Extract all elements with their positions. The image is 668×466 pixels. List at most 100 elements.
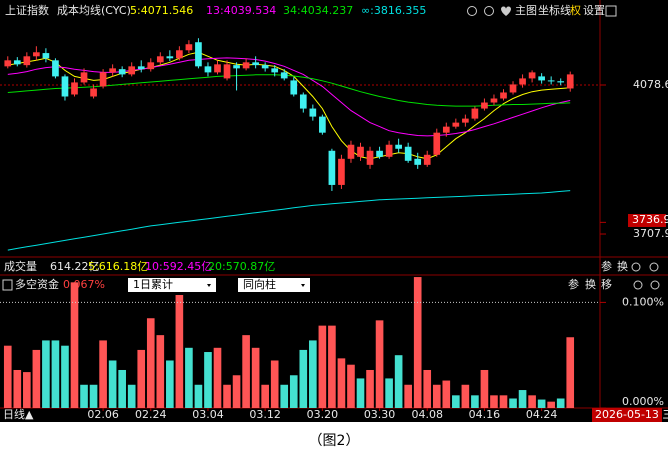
bar xyxy=(89,384,98,408)
bar xyxy=(23,372,31,408)
chart-title: 上证指数 xyxy=(5,3,49,17)
bar xyxy=(80,384,88,408)
candle-body xyxy=(261,65,269,69)
volume-average: 20:570.87亿 xyxy=(208,260,275,273)
bar xyxy=(99,340,107,408)
legend-entry: ∞:3816.355 xyxy=(361,4,426,17)
candle-body xyxy=(128,66,136,75)
zoom-in-icon[interactable] xyxy=(631,262,641,272)
bar xyxy=(461,384,470,408)
candle-body xyxy=(442,126,450,133)
toolbar-button[interactable]: 坐标线 xyxy=(538,3,571,17)
candle-body xyxy=(385,144,393,157)
bar xyxy=(185,347,193,408)
bar xyxy=(375,320,384,408)
toolbar-button[interactable]: 参 xyxy=(601,259,612,273)
zoom-out-icon[interactable] xyxy=(649,262,659,272)
dropdown[interactable] xyxy=(238,278,310,292)
candle-body xyxy=(147,62,155,70)
x-tick-label: 03.30 xyxy=(364,408,396,421)
fund-title: 多空资金 xyxy=(15,277,59,291)
dropdown[interactable] xyxy=(128,278,216,292)
date-box xyxy=(592,408,662,422)
zoom-in-icon[interactable] xyxy=(633,280,643,290)
bar xyxy=(347,364,355,408)
toolbar-button[interactable]: 权 xyxy=(570,4,581,17)
bar xyxy=(204,352,212,408)
legend-entry: 13:4039.534 xyxy=(206,4,276,17)
candle-body xyxy=(338,158,345,185)
candle-body xyxy=(319,116,326,133)
bar xyxy=(566,337,575,408)
bar xyxy=(51,340,60,408)
bar xyxy=(309,340,317,408)
x-tick-label: 04.08 xyxy=(411,408,443,421)
bar xyxy=(452,395,460,408)
candle-body xyxy=(547,80,555,82)
candle-body xyxy=(214,64,221,73)
dropdown-arrow xyxy=(207,284,211,287)
bar xyxy=(175,295,184,408)
y-tick-label: 4078.6 xyxy=(633,78,668,91)
candle-body xyxy=(166,56,174,59)
volume-total: 614.22亿 xyxy=(50,260,100,273)
candle-body xyxy=(376,150,383,157)
candle-body xyxy=(414,158,422,165)
bar xyxy=(537,399,546,408)
candle-body xyxy=(462,118,469,123)
toolbar-button[interactable]: 移 xyxy=(601,278,612,291)
zoom-out-icon[interactable] xyxy=(484,6,494,16)
highlight-price: 3736.9 xyxy=(632,213,668,226)
chart-subtitle: 成本均线(CYC) xyxy=(57,3,131,17)
dropdown-text[interactable]: 1日累计 xyxy=(133,278,173,291)
help-icon[interactable] xyxy=(2,279,13,291)
fund-value: 0.067% xyxy=(63,278,105,291)
bar xyxy=(137,349,146,408)
zoom-out-icon[interactable] xyxy=(650,280,660,290)
bar xyxy=(385,378,393,408)
bar xyxy=(3,345,12,408)
bar xyxy=(223,384,231,408)
candle-body xyxy=(357,146,364,157)
candle-body xyxy=(299,94,307,109)
candle-body xyxy=(280,72,288,79)
bar xyxy=(127,384,136,408)
candle-body xyxy=(366,150,374,165)
toolbar-button[interactable]: 换 xyxy=(585,277,596,291)
x-tick-label: 03.20 xyxy=(307,408,339,421)
candle-body xyxy=(223,64,231,79)
bar xyxy=(261,384,269,408)
y-tick-label: 3707.9 xyxy=(633,227,668,240)
bar xyxy=(356,378,365,408)
bar xyxy=(42,340,50,408)
x-tick-label: 04.24 xyxy=(526,408,558,421)
bar xyxy=(442,380,451,408)
candle-body xyxy=(481,102,488,109)
dropdown-arrow xyxy=(301,284,305,287)
bar xyxy=(556,398,565,408)
x-tick-label: 04.16 xyxy=(469,408,501,421)
candle-body xyxy=(433,132,441,155)
x-tick-label: 03.12 xyxy=(249,408,281,421)
candle-body xyxy=(4,60,12,67)
bar xyxy=(509,398,517,408)
toolbar-button[interactable]: 设置 xyxy=(583,4,605,17)
favorite-icon[interactable] xyxy=(501,6,511,17)
close-icon[interactable] xyxy=(605,5,617,17)
date-label: 2026-05-13 三 xyxy=(595,408,668,421)
period-label[interactable]: 日线▲ xyxy=(3,407,34,421)
toolbar-button[interactable]: 参 xyxy=(568,277,579,291)
toolbar-button[interactable]: 主图 xyxy=(515,4,537,17)
candle-body xyxy=(71,82,78,95)
price-box xyxy=(628,214,666,227)
candle-body xyxy=(233,65,240,69)
toolbar-button[interactable]: 换 xyxy=(617,259,628,273)
bar xyxy=(213,347,222,408)
candle-body xyxy=(195,42,202,67)
dropdown-text[interactable]: 同向柱 xyxy=(243,277,276,291)
candle-body xyxy=(185,44,193,51)
bar xyxy=(423,369,432,408)
candle-body xyxy=(423,154,431,165)
zoom-in-icon[interactable] xyxy=(467,6,477,16)
